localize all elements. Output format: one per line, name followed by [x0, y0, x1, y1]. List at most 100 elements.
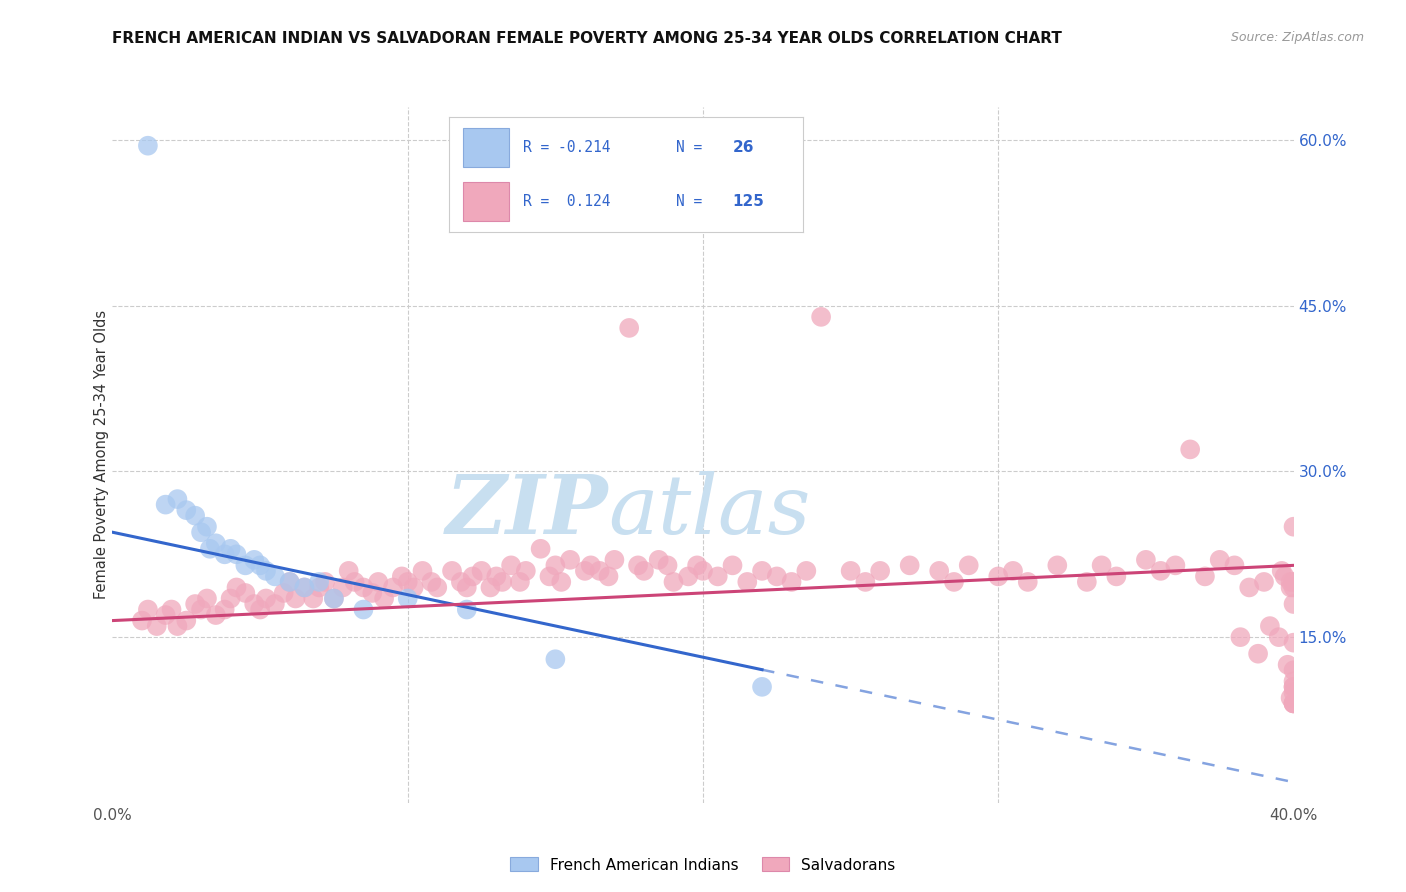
Point [928, 564, 950, 578]
Point [942, 574, 965, 589]
Point [278, 574, 301, 589]
Point [456, 602, 478, 616]
Point [1279, 690, 1302, 705]
Point [721, 558, 744, 573]
Point [598, 569, 620, 583]
Point [1282, 574, 1305, 589]
Point [1282, 697, 1305, 711]
Point [292, 581, 315, 595]
Point [1046, 558, 1069, 573]
Point [1279, 574, 1302, 589]
Point [869, 564, 891, 578]
Point [190, 525, 212, 540]
Point [1076, 574, 1098, 589]
Point [1279, 581, 1302, 595]
Point [323, 591, 346, 606]
Point [450, 574, 472, 589]
Point [1258, 619, 1281, 633]
Point [657, 558, 679, 573]
Text: atlas: atlas [609, 471, 811, 550]
Point [1178, 442, 1201, 457]
Point [426, 581, 449, 595]
Point [898, 558, 921, 573]
Point [273, 586, 295, 600]
Point [396, 591, 419, 606]
Point [1253, 574, 1275, 589]
Point [205, 536, 228, 550]
Point [1164, 558, 1187, 573]
Point [751, 680, 773, 694]
Legend: French American Indians, Salvadorans: French American Indians, Salvadorans [505, 851, 901, 879]
Point [544, 558, 567, 573]
Point [737, 574, 759, 589]
Point [1282, 697, 1305, 711]
Point [254, 564, 277, 578]
Point [633, 564, 655, 578]
Point [855, 574, 877, 589]
Point [662, 574, 685, 589]
Text: FRENCH AMERICAN INDIAN VS SALVADORAN FEMALE POVERTY AMONG 25-34 YEAR OLDS CORREL: FRENCH AMERICAN INDIAN VS SALVADORAN FEM… [112, 31, 1063, 46]
Point [155, 608, 177, 623]
Point [136, 138, 159, 153]
Point [485, 569, 508, 583]
Point [284, 591, 307, 606]
Point [491, 574, 513, 589]
Point [780, 574, 803, 589]
Point [1282, 581, 1305, 595]
Point [501, 558, 523, 573]
Point [278, 574, 301, 589]
Point [367, 574, 389, 589]
Point [1282, 680, 1305, 694]
Point [461, 569, 484, 583]
Point [1282, 519, 1305, 533]
Point [1282, 597, 1305, 611]
Point [1282, 663, 1305, 677]
Point [219, 541, 242, 556]
Point [558, 553, 582, 567]
Point [184, 508, 207, 523]
Point [1282, 674, 1305, 689]
Point [174, 503, 197, 517]
Point [1282, 680, 1305, 694]
Point [550, 574, 572, 589]
Point [225, 581, 247, 595]
Point [352, 581, 374, 595]
Point [579, 558, 602, 573]
Point [184, 597, 207, 611]
Point [302, 591, 325, 606]
Point [160, 602, 183, 616]
Point [396, 574, 419, 589]
Point [233, 558, 256, 573]
Point [1223, 558, 1246, 573]
Point [1277, 657, 1299, 672]
Point [131, 614, 153, 628]
Point [361, 586, 384, 600]
Point [391, 569, 413, 583]
Point [136, 602, 159, 616]
Point [308, 574, 330, 589]
Point [352, 602, 374, 616]
Point [214, 547, 236, 561]
Point [264, 597, 287, 611]
Point [343, 574, 366, 589]
Point [308, 581, 330, 595]
Point [1282, 697, 1305, 711]
Point [544, 652, 567, 666]
Point [686, 558, 709, 573]
Point [323, 591, 346, 606]
Point [314, 574, 336, 589]
Point [1268, 630, 1291, 644]
Point [1282, 685, 1305, 699]
Point [174, 614, 197, 628]
Point [766, 569, 789, 583]
Point [254, 591, 277, 606]
Point [214, 602, 236, 616]
Point [1229, 630, 1251, 644]
Point [529, 541, 551, 556]
Point [382, 581, 405, 595]
Text: Source: ZipAtlas.com: Source: ZipAtlas.com [1230, 31, 1364, 45]
Point [839, 564, 862, 578]
Point [411, 564, 433, 578]
Point [1001, 564, 1024, 578]
Point [205, 608, 228, 623]
